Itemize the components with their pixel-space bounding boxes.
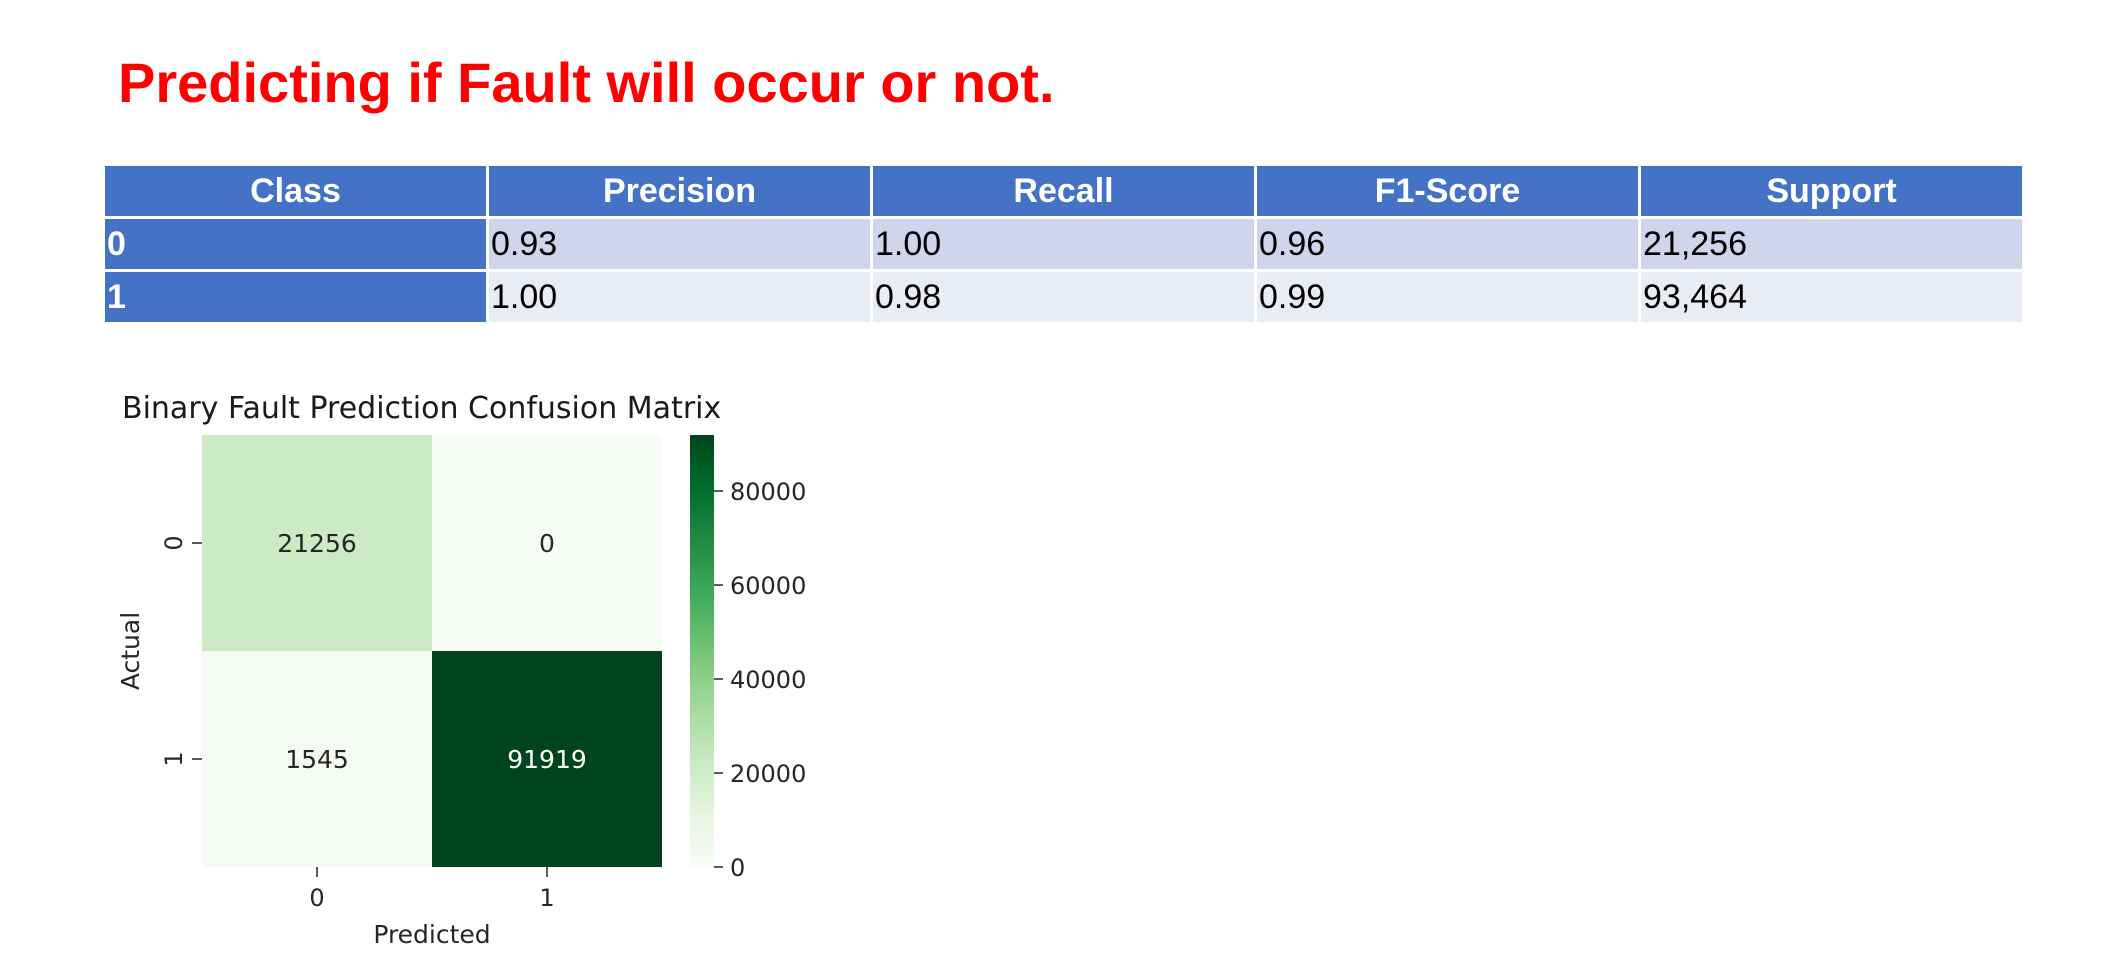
colorbar-tick-label: 0 [730,854,745,882]
slide-title: Predicting if Fault will occur or not. [118,51,1055,114]
y-axis-label: Actual [116,612,145,690]
support-cell: 21,256 [1638,216,2025,272]
cell-value-label: 0 [539,529,555,558]
precision-cell: 0.93 [486,216,873,272]
chart-title: Binary Fault Prediction Confusion Matrix [122,391,721,426]
f1-cell: 0.99 [1254,269,1641,325]
colorbar [690,435,714,867]
colorbar-tick-label: 80000 [730,478,806,506]
heatmap-cell [432,435,662,651]
x-tick-label: 1 [539,884,554,912]
header-class: Class [102,163,489,219]
f1-cell: 0.96 [1254,216,1641,272]
recall-cell: 1.00 [870,216,1257,272]
table-row: 0 0.93 1.00 0.96 21,256 [102,216,2025,272]
cell-value-label: 21256 [277,529,357,558]
class-cell: 1 [102,269,489,325]
x-tick-label: 0 [309,884,324,912]
heatmap-cell [202,435,432,651]
class-cell: 0 [102,216,489,272]
table-row: 1 1.00 0.98 0.99 93,464 [102,269,2025,325]
support-cell: 93,464 [1638,269,2025,325]
colorbar-tick-label: 40000 [730,666,806,694]
recall-cell: 0.98 [870,269,1257,325]
colorbar-tick-label: 60000 [730,572,806,600]
x-axis-label: Predicted [373,920,490,949]
header-f1-score: F1-Score [1254,163,1641,219]
y-tick-label: 1 [160,751,188,766]
header-support: Support [1638,163,2025,219]
y-tick-label: 0 [160,535,188,550]
header-recall: Recall [870,163,1257,219]
table-header-row: Class Precision Recall F1-Score Support [102,163,2025,219]
precision-cell: 1.00 [486,269,873,325]
heatmap-cell [432,651,662,867]
header-precision: Precision [486,163,873,219]
heatmap-cell [202,651,432,867]
cell-value-label: 91919 [507,745,587,774]
classification-report-table: Class Precision Recall F1-Score Support … [102,163,2025,325]
cell-value-label: 1545 [285,745,349,774]
colorbar-tick-label: 20000 [730,760,806,788]
